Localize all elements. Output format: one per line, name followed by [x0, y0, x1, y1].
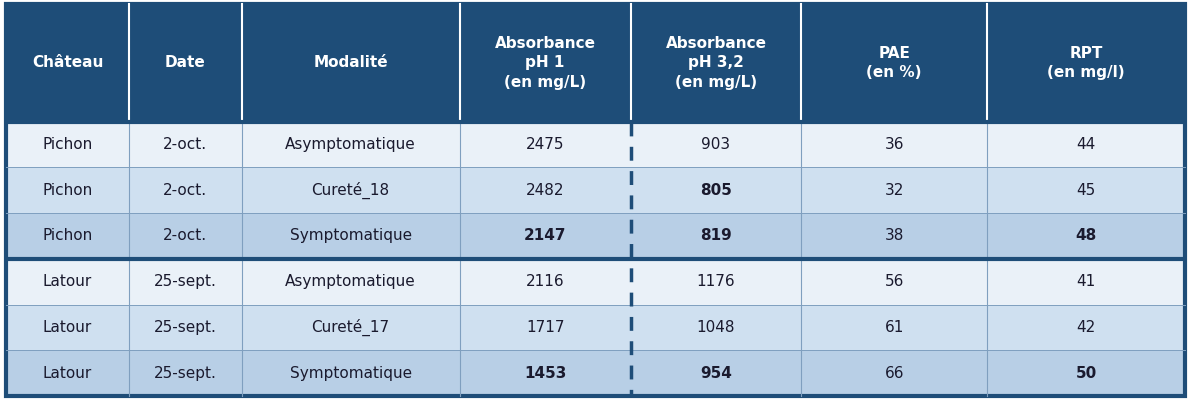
Text: Pichon: Pichon	[43, 137, 93, 152]
Bar	[6, 4, 129, 122]
Bar	[6, 304, 129, 350]
Bar	[129, 350, 242, 396]
Text: 61: 61	[885, 320, 904, 335]
Bar	[987, 304, 1185, 350]
Bar	[6, 350, 129, 396]
Text: 42: 42	[1077, 320, 1096, 335]
Text: 2-oct.: 2-oct.	[163, 183, 207, 198]
Text: 1717: 1717	[526, 320, 565, 335]
Bar	[129, 167, 242, 213]
Text: Asymptomatique: Asymptomatique	[286, 137, 416, 152]
Text: Cureté_18: Cureté_18	[312, 182, 389, 199]
Text: 2482: 2482	[526, 183, 565, 198]
Bar	[802, 4, 987, 122]
Text: Absorbance
pH 3,2
(en mg/L): Absorbance pH 3,2 (en mg/L)	[666, 36, 767, 90]
Bar	[242, 304, 460, 350]
Text: 903: 903	[701, 137, 730, 152]
Text: 25-sept.: 25-sept.	[154, 366, 217, 381]
Bar	[987, 350, 1185, 396]
Text: Symptomatique: Symptomatique	[289, 228, 412, 244]
Bar	[630, 167, 802, 213]
Bar	[129, 213, 242, 259]
Bar	[802, 304, 987, 350]
Text: 56: 56	[885, 274, 904, 289]
Bar	[802, 213, 987, 259]
Text: Pichon: Pichon	[43, 183, 93, 198]
Bar	[987, 259, 1185, 304]
Bar	[460, 304, 630, 350]
Text: Modalité: Modalité	[313, 55, 388, 70]
Bar	[460, 350, 630, 396]
Bar	[987, 122, 1185, 167]
Bar	[987, 167, 1185, 213]
Bar	[460, 259, 630, 304]
Bar	[630, 122, 802, 167]
Bar	[460, 167, 630, 213]
Bar	[6, 213, 129, 259]
Text: 819: 819	[700, 228, 732, 244]
Text: 38: 38	[885, 228, 904, 244]
Text: Symptomatique: Symptomatique	[289, 366, 412, 381]
Text: 32: 32	[885, 183, 904, 198]
Text: 954: 954	[700, 366, 732, 381]
Bar	[802, 350, 987, 396]
Text: Latour: Latour	[43, 274, 92, 289]
Text: Château: Château	[32, 55, 104, 70]
Bar	[129, 259, 242, 304]
Text: 48: 48	[1075, 228, 1097, 244]
Text: Date: Date	[166, 55, 206, 70]
Text: Latour: Latour	[43, 366, 92, 381]
Bar	[460, 122, 630, 167]
Text: 45: 45	[1077, 183, 1096, 198]
Text: Latour: Latour	[43, 320, 92, 335]
Text: 2147: 2147	[524, 228, 567, 244]
Bar	[630, 213, 802, 259]
Text: 66: 66	[885, 366, 904, 381]
Text: 1176: 1176	[697, 274, 735, 289]
Text: 805: 805	[700, 183, 732, 198]
Bar	[460, 4, 630, 122]
Text: Pichon: Pichon	[43, 228, 93, 244]
Bar	[6, 167, 129, 213]
Bar	[242, 4, 460, 122]
Text: 1048: 1048	[697, 320, 735, 335]
Bar	[630, 259, 802, 304]
Text: 36: 36	[885, 137, 904, 152]
Text: 2475: 2475	[526, 137, 565, 152]
Bar	[630, 4, 802, 122]
Bar	[6, 122, 129, 167]
Text: Asymptomatique: Asymptomatique	[286, 274, 416, 289]
Text: 44: 44	[1077, 137, 1096, 152]
Bar	[242, 350, 460, 396]
Bar	[802, 122, 987, 167]
Bar	[802, 167, 987, 213]
Bar	[802, 259, 987, 304]
Bar	[129, 4, 242, 122]
Text: 25-sept.: 25-sept.	[154, 274, 217, 289]
Text: 2116: 2116	[525, 274, 565, 289]
Bar	[460, 213, 630, 259]
Text: 2-oct.: 2-oct.	[163, 228, 207, 244]
Bar	[129, 122, 242, 167]
Bar	[242, 122, 460, 167]
Bar	[129, 304, 242, 350]
Bar	[630, 350, 802, 396]
Bar	[242, 259, 460, 304]
Text: 2-oct.: 2-oct.	[163, 137, 207, 152]
Text: PAE
(en %): PAE (en %)	[867, 46, 922, 80]
Bar	[987, 4, 1185, 122]
Text: Absorbance
pH 1
(en mg/L): Absorbance pH 1 (en mg/L)	[494, 36, 596, 90]
Text: 41: 41	[1077, 274, 1096, 289]
Text: 1453: 1453	[524, 366, 566, 381]
Text: Cureté_17: Cureté_17	[312, 319, 389, 336]
Bar	[987, 213, 1185, 259]
Bar	[6, 259, 129, 304]
Text: 50: 50	[1075, 366, 1097, 381]
Text: RPT
(en mg/l): RPT (en mg/l)	[1047, 46, 1124, 80]
Bar	[242, 167, 460, 213]
Bar	[242, 213, 460, 259]
Text: 25-sept.: 25-sept.	[154, 320, 217, 335]
Bar	[630, 304, 802, 350]
